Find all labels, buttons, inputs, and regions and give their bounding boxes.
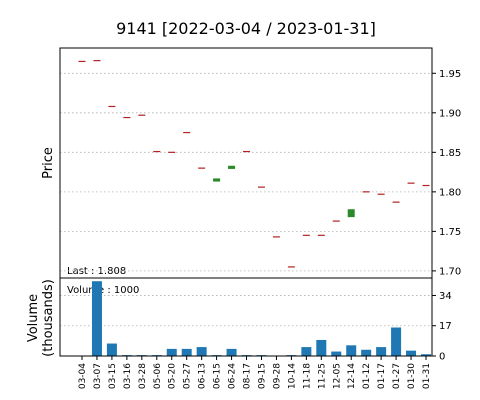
candle xyxy=(78,60,86,63)
volume-bar xyxy=(196,347,207,356)
last-annotation: Last : 1.808 xyxy=(67,266,126,277)
x-tick-label: 06-13 xyxy=(198,363,208,389)
volume-bar xyxy=(391,327,402,356)
candle xyxy=(317,234,325,236)
volume-bar xyxy=(421,354,431,356)
candle xyxy=(257,186,265,188)
x-tick-label: 05-27 xyxy=(183,363,193,389)
y-tick-label: 1.90 xyxy=(439,108,461,119)
volume-bar xyxy=(301,347,312,356)
volume-bar xyxy=(181,348,192,356)
y-axis-label: Price xyxy=(41,147,56,179)
candle xyxy=(153,150,161,153)
candle xyxy=(213,178,221,182)
candle xyxy=(407,182,415,184)
candle xyxy=(392,201,400,203)
candle xyxy=(243,150,251,153)
volume-bar xyxy=(316,339,327,356)
volume-axis-label: Volume xyxy=(26,294,41,342)
x-tick-label: 11-18 xyxy=(302,363,312,389)
candle xyxy=(138,114,146,116)
x-tick-label: 01-27 xyxy=(392,363,402,389)
volume-bar xyxy=(226,348,237,356)
volume-tick-label: 0 xyxy=(439,352,445,363)
volume-bar xyxy=(166,348,177,356)
y-tick-label: 1.95 xyxy=(439,69,461,80)
candle xyxy=(168,151,176,153)
candle xyxy=(377,193,385,195)
candle xyxy=(362,191,370,193)
volume-bar xyxy=(406,350,417,356)
x-tick-label: 01-30 xyxy=(407,363,417,389)
x-tick-label: 03-16 xyxy=(123,363,133,389)
candle xyxy=(93,60,101,62)
x-tick-label: 01-31 xyxy=(422,363,432,389)
candle xyxy=(287,266,295,268)
candle xyxy=(183,131,191,134)
x-tick-label: 06-15 xyxy=(213,363,223,389)
volume-bar xyxy=(361,349,372,356)
y-tick-label: 1.70 xyxy=(439,266,461,277)
volume-annotation: Volume : 1000 xyxy=(67,285,139,296)
x-tick-label: 08-17 xyxy=(243,363,253,389)
x-tick-label: 12-14 xyxy=(347,363,357,389)
volume-bar xyxy=(91,281,102,356)
volume-bar xyxy=(346,345,357,356)
y-tick-label: 1.80 xyxy=(439,187,461,198)
candle xyxy=(198,167,206,169)
candle xyxy=(332,220,340,222)
candle xyxy=(302,234,310,236)
chart-title: 9141 [2022-03-04 / 2023-01-31] xyxy=(116,19,376,38)
candle xyxy=(123,116,131,119)
x-tick-label: 03-07 xyxy=(93,363,103,389)
price-frame xyxy=(59,47,433,279)
candle xyxy=(347,209,355,218)
x-tick-label: 12-05 xyxy=(332,363,342,389)
y-tick-label: 1.85 xyxy=(439,148,461,159)
volume-bar xyxy=(376,347,387,356)
candle xyxy=(108,105,116,108)
volume-tick-label: 17 xyxy=(439,321,452,332)
candle xyxy=(422,184,430,187)
volume-bar xyxy=(106,343,117,356)
volume-bar xyxy=(331,351,342,356)
x-tick-label: 01-12 xyxy=(362,363,372,389)
x-tick-label: 10-14 xyxy=(287,363,297,389)
x-tick-label: 11-25 xyxy=(317,363,327,389)
x-tick-label: 06-24 xyxy=(228,363,238,389)
x-tick-label: 03-04 xyxy=(78,363,88,389)
candle xyxy=(228,165,236,169)
candle xyxy=(272,236,280,238)
x-tick-label: 09-28 xyxy=(272,363,282,389)
volume-tick-label: 34 xyxy=(439,291,452,302)
volume-frame xyxy=(59,277,433,357)
x-tick-label: 01-17 xyxy=(377,363,387,389)
x-tick-label: 09-15 xyxy=(257,363,267,389)
x-tick-label: 03-15 xyxy=(108,363,118,389)
x-tick-label: 05-20 xyxy=(168,363,178,389)
y-tick-label: 1.75 xyxy=(439,227,461,238)
volume-axis-label: (thousands) xyxy=(41,279,56,357)
x-tick-label: 03-28 xyxy=(138,363,148,389)
x-tick-label: 05-06 xyxy=(153,363,163,389)
